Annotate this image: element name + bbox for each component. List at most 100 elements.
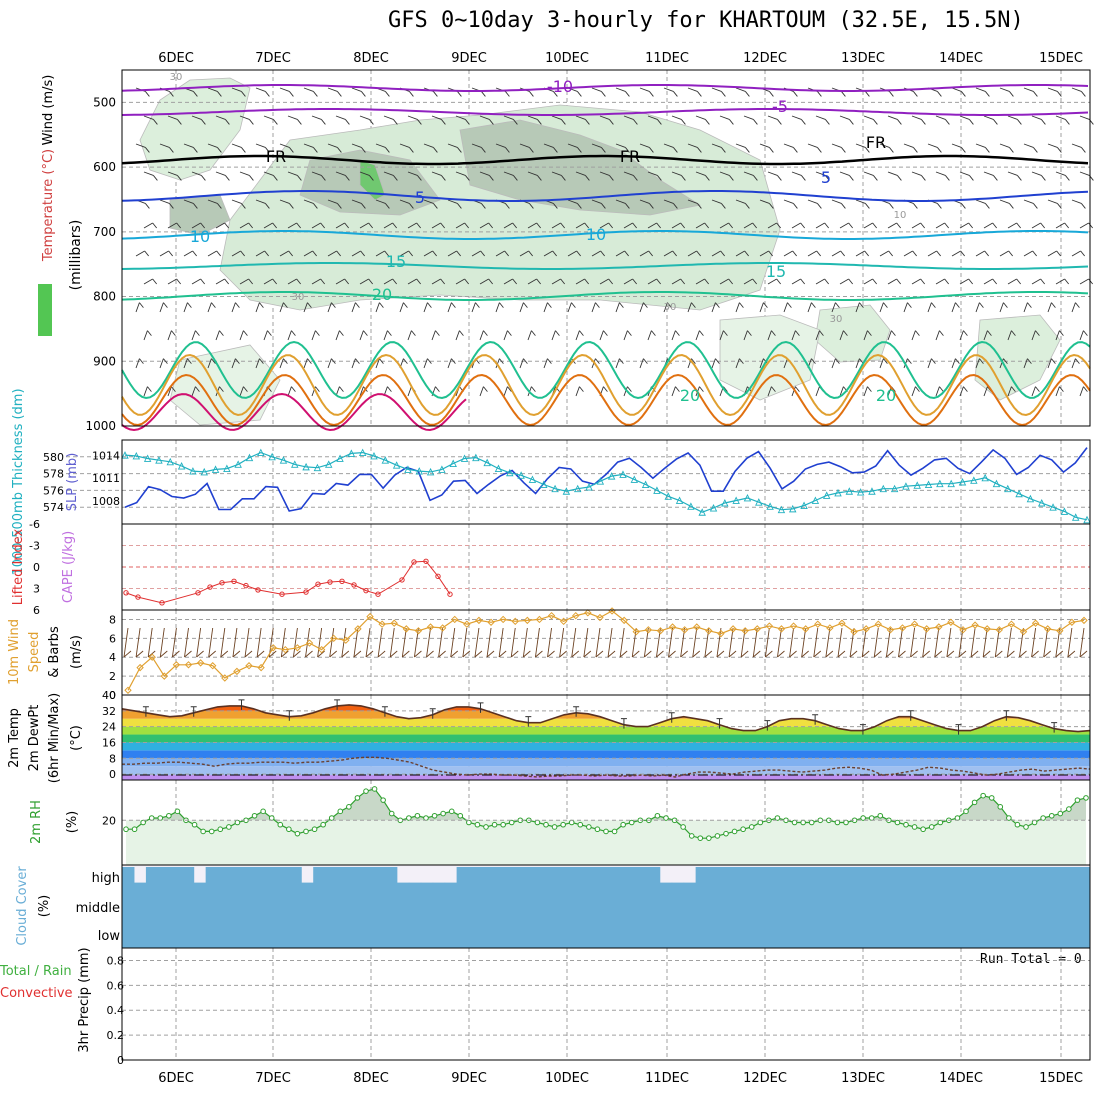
temp-label-units: (°C) xyxy=(69,725,84,751)
cloud-high-bar xyxy=(623,867,637,893)
wind-barb-flag xyxy=(745,147,750,153)
wind-speed-point xyxy=(680,626,689,634)
rh-series-point xyxy=(620,821,626,828)
thickness-point xyxy=(358,448,367,457)
wind-barb xyxy=(647,171,658,176)
wind-barb-flag xyxy=(1011,386,1016,392)
isotherm-label: 20 xyxy=(876,386,896,405)
wind-barb xyxy=(807,302,812,313)
wind-barb xyxy=(839,278,849,285)
wind-barb-flag xyxy=(273,175,278,181)
wind-barb-flag xyxy=(907,358,912,364)
wind-barb xyxy=(303,199,314,204)
wind-barb xyxy=(567,143,578,148)
wind-barb-flag xyxy=(537,175,542,181)
cloud-high-bar xyxy=(611,867,625,893)
wind-speed-point xyxy=(922,625,931,633)
wind-barb-flag xyxy=(753,175,758,181)
wind-barb-flag xyxy=(921,119,926,125)
wind-barb-flag xyxy=(438,650,446,658)
wind-barb xyxy=(743,222,753,229)
wind-barb xyxy=(887,278,897,285)
wind-barb xyxy=(575,222,585,229)
wind-barb-flag xyxy=(897,175,902,181)
wind-barb-flag xyxy=(825,119,830,125)
wind-barb-flag xyxy=(353,650,362,658)
wind-barb-flag xyxy=(692,650,701,658)
wind-barb xyxy=(735,199,746,204)
date-label-bottom: 12DEC xyxy=(743,1071,787,1086)
wind-barb xyxy=(647,330,652,341)
temp-color-band xyxy=(122,750,1090,759)
rh-series-point xyxy=(757,819,764,826)
wind-barb-flag xyxy=(259,358,264,364)
wind-barb xyxy=(231,250,241,257)
wind-label-3: & Barbs xyxy=(47,626,62,678)
cloud-high-bar xyxy=(229,867,243,893)
wind-barb xyxy=(982,627,988,658)
cloud-high-bar xyxy=(480,867,493,893)
rh-series-point xyxy=(714,833,721,839)
temp-color-band xyxy=(122,704,1090,711)
wind-barb xyxy=(279,199,290,204)
cloud-high-bar xyxy=(516,867,529,893)
wind-barb-flag xyxy=(176,278,182,285)
wind-speed-point xyxy=(378,620,386,628)
wind-barb-flag xyxy=(619,358,624,364)
wind-barb-flag xyxy=(937,203,942,209)
wind-barb-flag xyxy=(985,91,990,97)
thickness-point xyxy=(607,472,616,480)
wind-barb xyxy=(471,302,476,313)
rh-series-point xyxy=(1006,815,1012,821)
wind-barb-flag xyxy=(889,203,894,209)
wind-barb xyxy=(1055,330,1060,341)
wind-speed-point xyxy=(305,639,314,647)
wind-barb-flag xyxy=(499,358,504,364)
wind-barb xyxy=(527,171,538,176)
wind-barb xyxy=(559,627,565,658)
wind-barb xyxy=(389,627,395,658)
wind-barb-flag xyxy=(800,222,806,229)
wind-barb-flag xyxy=(281,650,289,658)
wind-barb xyxy=(975,250,985,257)
wind-barb xyxy=(567,302,572,313)
wind-barb-flag xyxy=(675,330,680,336)
wind-barb-flag xyxy=(896,222,902,229)
wind-barb-flag xyxy=(668,650,676,658)
temp-color-band xyxy=(122,734,1090,743)
wind-barb xyxy=(135,302,140,313)
thickness-point xyxy=(664,492,672,500)
thickness-point xyxy=(868,487,876,495)
wind-barb-flag xyxy=(450,650,459,658)
wind-barb xyxy=(215,278,225,285)
wind-barb xyxy=(639,143,650,148)
wind-barb-flag xyxy=(474,650,483,658)
wind-barb-flag xyxy=(873,175,878,181)
rh-series-point xyxy=(406,815,412,821)
rh-baseline-fill xyxy=(126,820,1086,865)
cloud-high-bar xyxy=(588,867,601,893)
wind-barb xyxy=(431,278,441,285)
wind-barb-flag xyxy=(867,330,872,336)
wind-barb xyxy=(789,627,795,658)
wind-barb xyxy=(143,222,153,229)
wind-barb xyxy=(359,115,370,120)
wind-barb xyxy=(999,358,1004,369)
thickness-point xyxy=(811,496,820,504)
wind-barb xyxy=(783,358,788,369)
wind-barb xyxy=(1007,171,1018,176)
wind-barb xyxy=(983,386,988,397)
wind-barb xyxy=(861,627,867,658)
rh-series-point xyxy=(534,819,541,826)
wind-barb xyxy=(255,87,266,92)
rh-series-point xyxy=(560,821,566,828)
wind-barb xyxy=(783,199,794,204)
cloud-high-bar xyxy=(384,867,398,893)
thickness-point xyxy=(381,456,390,464)
wind-barb-flag xyxy=(152,278,158,285)
thickness-point xyxy=(177,462,186,470)
wind-barb xyxy=(759,143,770,148)
wind-barb xyxy=(135,250,145,257)
wind-barb xyxy=(591,302,596,313)
wind-barb-flag xyxy=(920,222,926,229)
